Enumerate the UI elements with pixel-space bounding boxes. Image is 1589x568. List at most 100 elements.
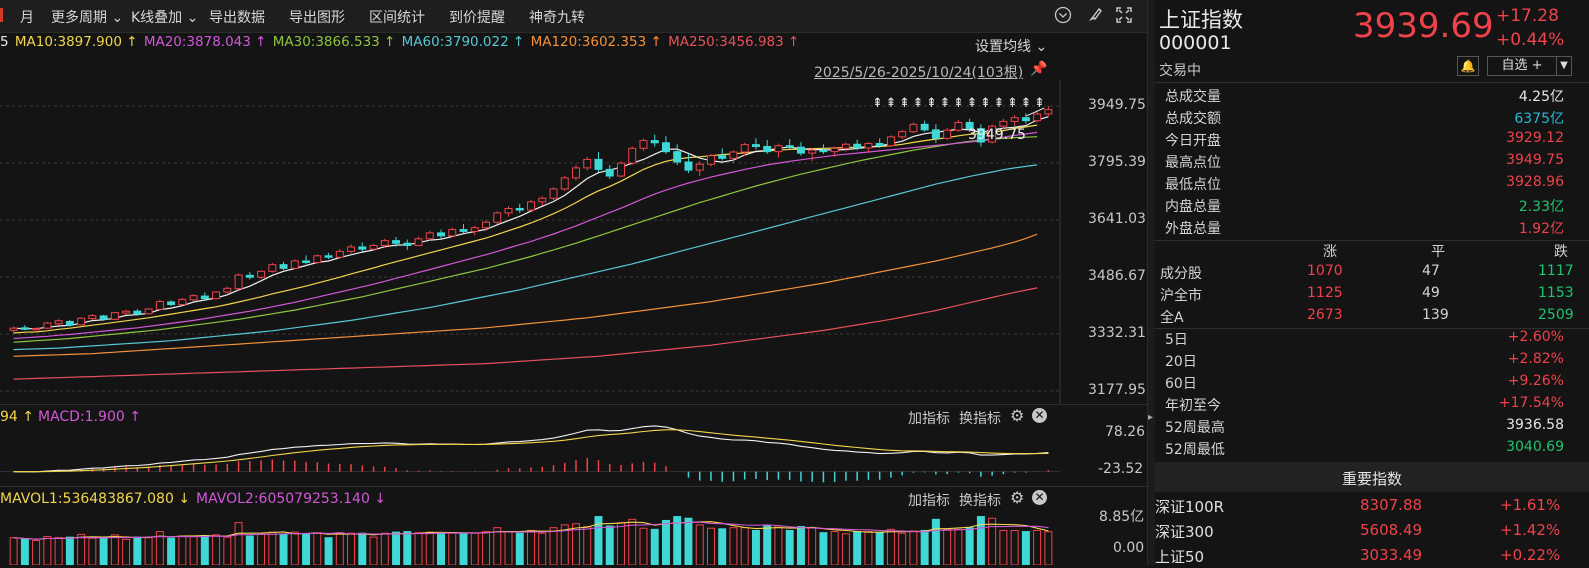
candle-body [20, 327, 29, 330]
close-icon[interactable]: ✕ [1032, 408, 1047, 423]
candle-body [380, 240, 389, 246]
mavol1-legend: MAVOL1:536483867.080 ↓ [0, 491, 191, 507]
candle-body [909, 123, 918, 133]
stat-label: 内盘总量 [1165, 199, 1221, 215]
period-value: +2.82% [1507, 351, 1564, 367]
breadth-row: 沪全市 1125 49 1153 [1155, 285, 1589, 307]
panel-splitter[interactable]: ▸ [1147, 0, 1156, 565]
index-row-name: 上证50 [1155, 548, 1205, 566]
breadth-down: 1153 [1538, 285, 1574, 301]
volume-bar [504, 531, 513, 565]
volume-bar [414, 532, 423, 565]
ma-legend-item: 5 [0, 34, 13, 50]
chevron-down-icon: ⌄ [182, 10, 199, 26]
period-marker [0, 8, 3, 22]
volume-bar [763, 525, 772, 565]
important-index-row[interactable]: 上证50 3033.49 +0.22% [1155, 546, 1589, 568]
more-periods-label: 更多周期 [51, 10, 107, 26]
candle-body [583, 158, 592, 169]
mavol1-line [13, 521, 1049, 540]
magic-nine-button[interactable]: 神奇九转 [529, 10, 585, 26]
period-value: +9.26% [1507, 373, 1564, 389]
export-chart-button[interactable]: 导出图形 [289, 10, 345, 26]
breadth-up: 1125 [1307, 285, 1343, 301]
export-data-button[interactable]: 导出数据 [209, 10, 265, 26]
macd-switch-indicator-button[interactable]: 换指标 [959, 411, 1001, 427]
gear-icon[interactable]: ⚙ [1010, 488, 1025, 507]
volume-bar [616, 522, 625, 565]
collapse-arrow-icon[interactable]: ▸ [1148, 412, 1154, 423]
macd-add-indicator-button[interactable]: 加指标 [908, 411, 950, 427]
index-row-pct: +1.42% [1500, 521, 1561, 539]
candle-body [976, 128, 985, 143]
candle-body [358, 246, 367, 250]
close-icon[interactable]: ✕ [1032, 490, 1047, 505]
divider [1155, 240, 1589, 241]
range-stats-button[interactable]: 区间统计 [369, 10, 425, 26]
candle-body [650, 140, 659, 144]
fullscreen-icon[interactable] [1114, 6, 1134, 26]
candle-body [740, 144, 749, 153]
breadth-header: 涨平跌 [1155, 241, 1589, 263]
period-label: 60日 [1165, 376, 1197, 392]
candle-body [403, 242, 412, 246]
volume-bar [785, 529, 794, 565]
volume-bar [572, 523, 580, 565]
candle-body [99, 315, 108, 320]
index-row-price: 3033.49 [1360, 546, 1423, 564]
macd-chart[interactable] [0, 424, 1060, 486]
ma20-line [13, 131, 1038, 340]
volume-bar [875, 532, 884, 565]
breadth-header-cell: 跌 [1554, 244, 1568, 260]
candle-body [335, 250, 344, 258]
quote-panel: 上证指数 000001 交易中 3939.69 +17.28 +0.44% 🔔 … [1155, 0, 1589, 568]
candle-body [527, 201, 535, 211]
index-row-pct: +0.22% [1500, 546, 1561, 564]
price-alert-button[interactable]: 到价提醒 [449, 10, 505, 26]
candle-body [459, 229, 468, 232]
period-month-button[interactable]: 月 [20, 10, 34, 26]
bell-icon[interactable]: 🔔 [1457, 56, 1479, 76]
vol-switch-indicator-button[interactable]: 换指标 [959, 493, 1001, 509]
brush-icon[interactable] [1084, 6, 1104, 26]
price-change: +17.28 [1496, 6, 1559, 26]
signal-arrow-icon: ⇞ [967, 96, 978, 111]
kline-overlay-dropdown[interactable]: K线叠加 ⌄ [131, 7, 198, 27]
volume-bar [167, 537, 176, 565]
candle-body [324, 255, 333, 258]
volume-bar [245, 535, 254, 565]
ma-settings-button[interactable]: 设置均线 ⌄ [975, 36, 1047, 56]
volume-bar [77, 533, 86, 565]
mavol2-legend: MAVOL2:605079253.140 ↓ [196, 491, 387, 507]
volume-bar [549, 527, 558, 565]
volume-bar [403, 531, 412, 565]
volume-bar [628, 518, 637, 565]
pin-icon[interactable]: 📌 [1030, 61, 1048, 77]
volume-bar [920, 529, 929, 565]
candle-body [616, 162, 625, 177]
add-watchlist-button[interactable]: 自选 + [1487, 56, 1557, 76]
ma-settings-label: 设置均线 [975, 39, 1031, 55]
important-index-title: 重要指数 [1341, 470, 1402, 488]
volume-chart[interactable] [0, 505, 1060, 565]
important-index-row[interactable]: 深证100R 8307.88 +1.61% [1155, 496, 1589, 518]
volume-bar [257, 533, 266, 565]
more-periods-dropdown[interactable]: 更多周期 ⌄ [51, 7, 123, 27]
important-index-row[interactable]: 深证300 5608.49 +1.42% [1155, 521, 1589, 543]
watchlist-dropdown-icon[interactable]: ▼ [1556, 56, 1572, 76]
kline-chart[interactable]: ⇞ ⇞ ⇞ ⇞ ⇞ ⇞ ⇞ ⇞ ⇞ ⇞ ⇞ ⇞ ⇞ [0, 80, 1147, 405]
high-price-label: 3949.75 [968, 127, 1026, 143]
gear-icon[interactable]: ⚙ [1010, 406, 1025, 425]
volume-bar [594, 516, 603, 565]
signal-arrow-icon: ⇞ [940, 96, 951, 111]
price-change-pct: +0.44% [1496, 30, 1565, 50]
collapse-circle-icon[interactable] [1053, 6, 1073, 26]
volume-bar [324, 537, 333, 565]
stat-row: 内盘总量 2.33亿 [1155, 196, 1589, 218]
candle-body [673, 151, 682, 163]
volume-bar [335, 532, 344, 565]
stat-row: 最高点位 3949.75 [1155, 152, 1589, 174]
candle-body [482, 221, 490, 229]
vol-add-indicator-button[interactable]: 加指标 [908, 493, 950, 509]
chevron-down-icon: ⌄ [1031, 39, 1048, 55]
